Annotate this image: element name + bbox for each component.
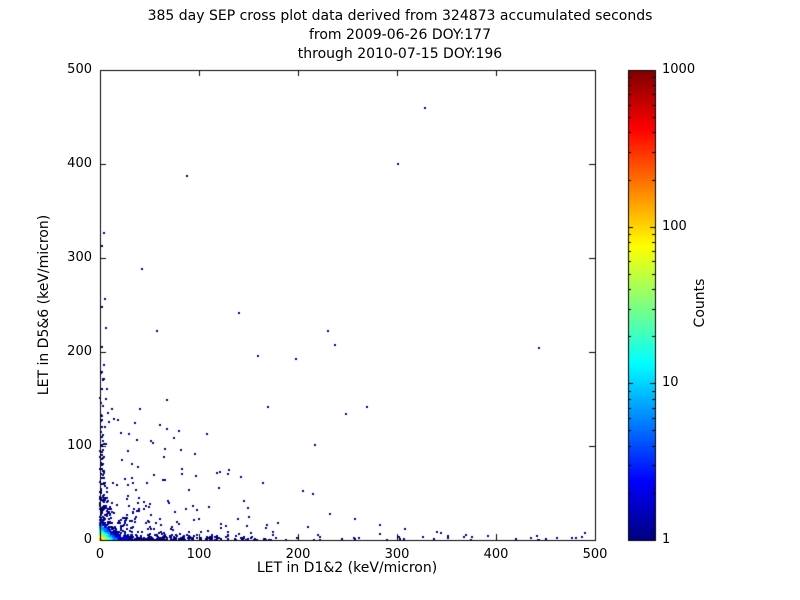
x-tick-label-300: 300 xyxy=(384,547,410,562)
colorbar-label: Counts xyxy=(692,278,708,328)
colorbar-tick-label-1: 1 xyxy=(662,532,671,547)
plot-title-line-3: through 2010-07-15 DOY:196 xyxy=(297,46,503,62)
x-axis-label: LET in D1&2 (keV/micron) xyxy=(256,560,438,576)
y-tick-label-100: 100 xyxy=(67,438,92,453)
x-tick-label-100: 100 xyxy=(186,547,212,562)
x-tick-label-400: 400 xyxy=(483,547,509,562)
plot-title-line-2: from 2009-06-26 DOY:177 xyxy=(308,27,491,43)
y-axis-label: LET in D5&6 (keV/micron) xyxy=(36,214,52,396)
y-tick-label-0: 0 xyxy=(83,532,92,547)
colorbar-tick-label-10: 10 xyxy=(662,375,679,390)
plot-title-line-1: 385 day SEP cross plot data derived from… xyxy=(147,8,653,24)
x-tick-label-200: 200 xyxy=(285,547,311,562)
colorbar-tick-label-100: 100 xyxy=(662,219,687,234)
y-tick-label-200: 200 xyxy=(67,344,92,359)
y-tick-label-400: 400 xyxy=(67,156,92,171)
colorbar-tick-label-1000: 1000 xyxy=(662,62,696,77)
y-tick-label-500: 500 xyxy=(67,62,92,77)
x-tick-label-500: 500 xyxy=(582,547,608,562)
y-tick-label-300: 300 xyxy=(67,250,92,265)
x-tick-label-0: 0 xyxy=(95,547,105,562)
